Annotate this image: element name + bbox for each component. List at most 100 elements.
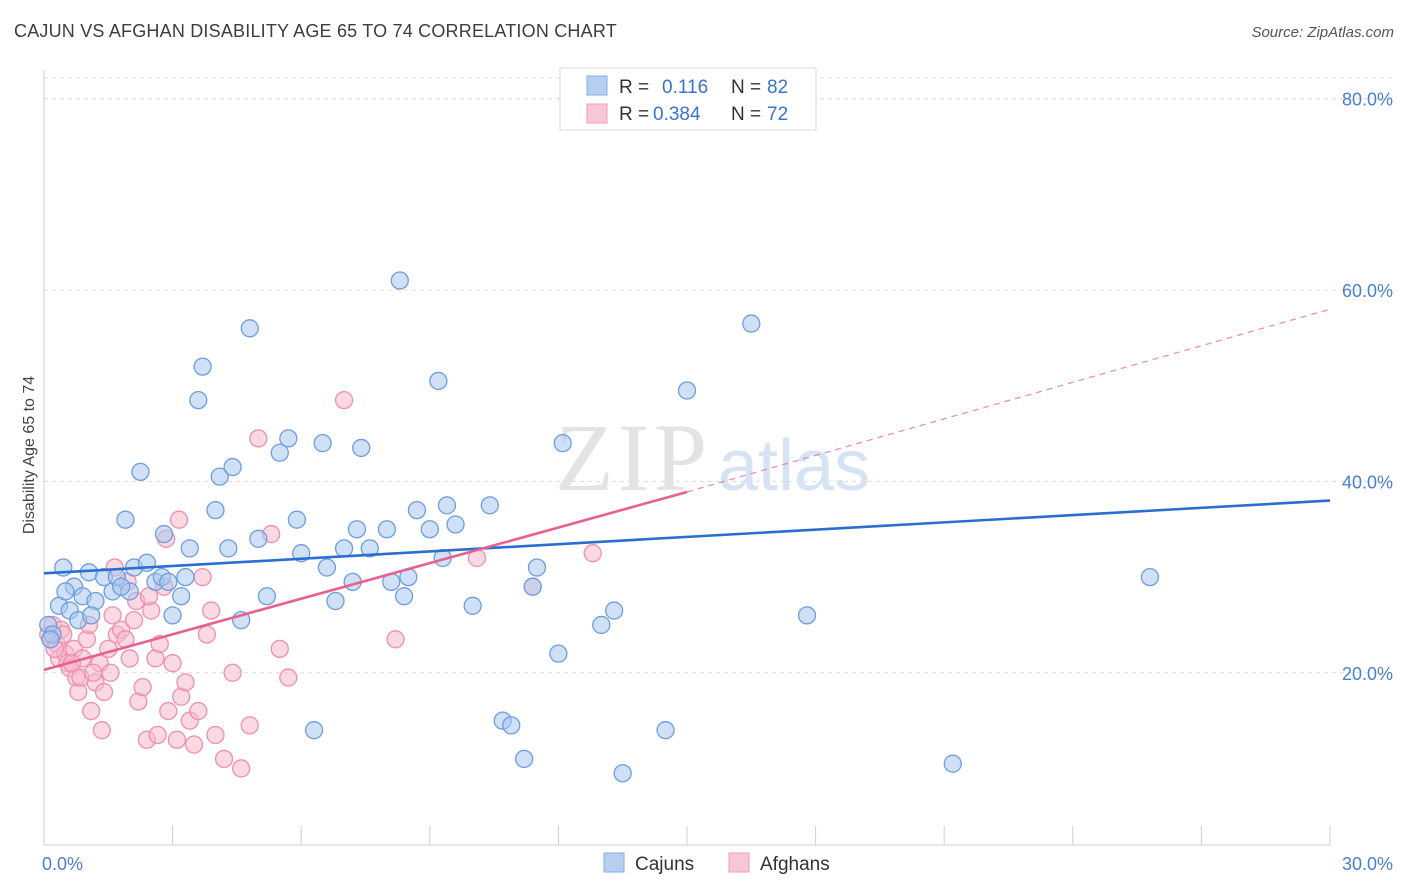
afghans-trend-line: [43, 490, 688, 672]
cajuns-point: [180, 539, 199, 558]
cajuns-point: [240, 319, 259, 338]
afghans-point: [189, 701, 208, 721]
cajuns-point: [407, 500, 427, 520]
cajuns-point: [437, 496, 457, 515]
cajuns-point: [613, 764, 632, 783]
cajuns-point: [287, 510, 307, 529]
cajuns-point: [154, 524, 174, 544]
cajuns-point: [394, 587, 414, 606]
legend-r-label-afghans: R =: [619, 104, 649, 125]
afghans-point: [159, 701, 178, 721]
cajuns-point: [446, 515, 465, 534]
afghans-point: [583, 544, 602, 563]
cajuns-point: [549, 644, 568, 663]
cajuns-point: [172, 587, 191, 606]
cajuns-point: [41, 630, 60, 649]
afghans-point: [202, 601, 221, 620]
cajuns-point: [223, 457, 242, 477]
afghans-point: [92, 721, 112, 740]
cajuns-point: [502, 716, 521, 735]
cajuns-point: [304, 721, 324, 740]
y-tick-label: 80.0%: [1342, 90, 1393, 110]
chart-title: CAJUN VS AFGHAN DISABILITY AGE 65 TO 74 …: [14, 21, 617, 41]
cajuns-point: [352, 438, 371, 458]
afghans-point: [240, 716, 259, 735]
cajuns-point: [112, 577, 131, 596]
cajuns-point: [527, 558, 547, 577]
trend-lines: [43, 308, 1331, 672]
afghans-point: [120, 649, 139, 668]
y-axis-label: Disability Age 65 to 74: [21, 376, 38, 534]
afghans-point: [163, 654, 182, 673]
legend-swatch-afghans: [586, 103, 608, 124]
afghans-point: [270, 639, 289, 659]
cajuns-point: [797, 606, 817, 625]
cajuns-point: [313, 433, 332, 453]
afghans-point: [214, 749, 234, 769]
bottom-legend: Cajuns Afghans: [603, 852, 830, 875]
cajuns-point: [514, 749, 534, 769]
cajuns-point: [420, 520, 439, 539]
axes: [43, 70, 1331, 846]
afghans-point: [184, 735, 204, 754]
bottom-legend-swatch-afghans: [728, 852, 750, 873]
afghans-point: [232, 759, 251, 778]
afghans-point: [133, 677, 152, 697]
cajuns-point: [56, 582, 75, 601]
cajuns-trend-line: [43, 499, 1331, 575]
cajuns-point: [742, 314, 761, 333]
cajuns-point: [553, 433, 572, 453]
cajuns-point: [377, 520, 397, 539]
cajuns-point: [480, 496, 499, 515]
y-tick-labels: 20.0% 40.0% 60.0% 80.0%: [1342, 90, 1393, 684]
cajuns-point: [592, 615, 611, 635]
legend-r-value-cajuns: 0.116: [662, 77, 708, 98]
cajuns-point: [463, 596, 482, 615]
source-label: Source: ZipAtlas.com: [1251, 24, 1394, 41]
legend-n-label-cajuns: N =: [731, 77, 761, 98]
afghans-point: [148, 725, 167, 745]
cajuns-point: [523, 577, 542, 596]
cajuns-point: [189, 390, 208, 410]
cajuns-point: [206, 500, 225, 520]
afghans-point: [167, 730, 187, 749]
cajuns-point: [656, 721, 675, 740]
x-tick-label: 0.0%: [42, 854, 83, 874]
afghans-point: [103, 606, 122, 625]
legend-swatch-cajuns: [586, 75, 608, 96]
afghans-point: [84, 663, 103, 682]
afghans-point: [197, 625, 217, 644]
cajuns-point: [82, 606, 101, 625]
legend-n-value-cajuns: 82: [767, 77, 788, 98]
afghans-point: [386, 630, 405, 649]
y-tick-label: 20.0%: [1342, 664, 1393, 684]
watermark-zip: ZIP: [555, 404, 711, 511]
afghans-point: [334, 390, 354, 410]
gridlines: [44, 77, 1392, 674]
cajuns-point: [604, 601, 624, 620]
cajuns-point: [131, 462, 150, 482]
legend-n-value-afghans: 72: [767, 104, 788, 125]
cajuns-point: [257, 587, 277, 606]
cajuns-point: [334, 539, 354, 558]
cajuns-point: [390, 271, 409, 290]
cajuns-point: [943, 754, 962, 773]
cajuns-point: [193, 357, 212, 376]
y-tick-label: 60.0%: [1342, 281, 1393, 301]
cajuns-point: [116, 510, 135, 529]
afghans-point: [82, 701, 101, 721]
afghans-point: [223, 663, 242, 682]
cajuns-point: [360, 539, 379, 558]
afghans-point: [169, 510, 189, 529]
watermark-atlas: atlas: [718, 426, 870, 506]
afghans-point: [193, 567, 212, 587]
afghans-point: [101, 663, 120, 682]
afghans-point: [206, 725, 225, 745]
cajuns-point: [270, 443, 289, 462]
legend-r-label-cajuns: R =: [619, 77, 649, 98]
bottom-legend-label-cajuns: Cajuns: [635, 854, 694, 875]
afghans-point: [94, 682, 114, 702]
legend-r-value-afghans: 0.384: [653, 104, 701, 125]
cajuns-point: [1140, 567, 1160, 587]
cajuns-points: [39, 271, 1160, 783]
